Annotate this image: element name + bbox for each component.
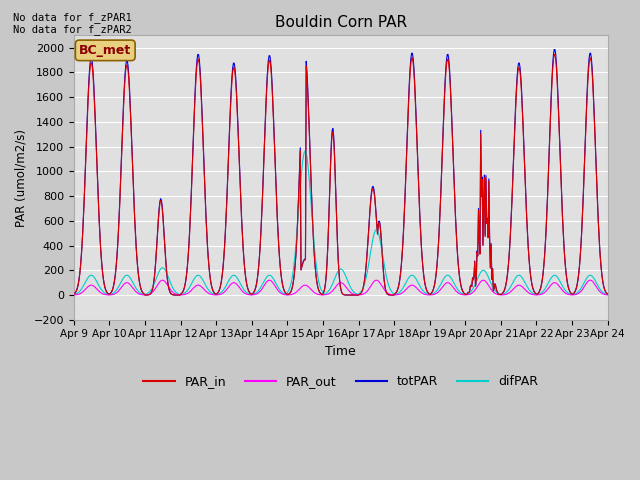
Text: BC_met: BC_met [79,44,131,57]
Text: No data for f_zPAR2: No data for f_zPAR2 [13,24,132,35]
X-axis label: Time: Time [325,345,356,358]
Legend: PAR_in, PAR_out, totPAR, difPAR: PAR_in, PAR_out, totPAR, difPAR [138,370,543,393]
Text: No data for f_zPAR1: No data for f_zPAR1 [13,12,132,23]
Title: Bouldin Corn PAR: Bouldin Corn PAR [275,15,407,30]
Y-axis label: PAR (umol/m2/s): PAR (umol/m2/s) [15,129,28,227]
